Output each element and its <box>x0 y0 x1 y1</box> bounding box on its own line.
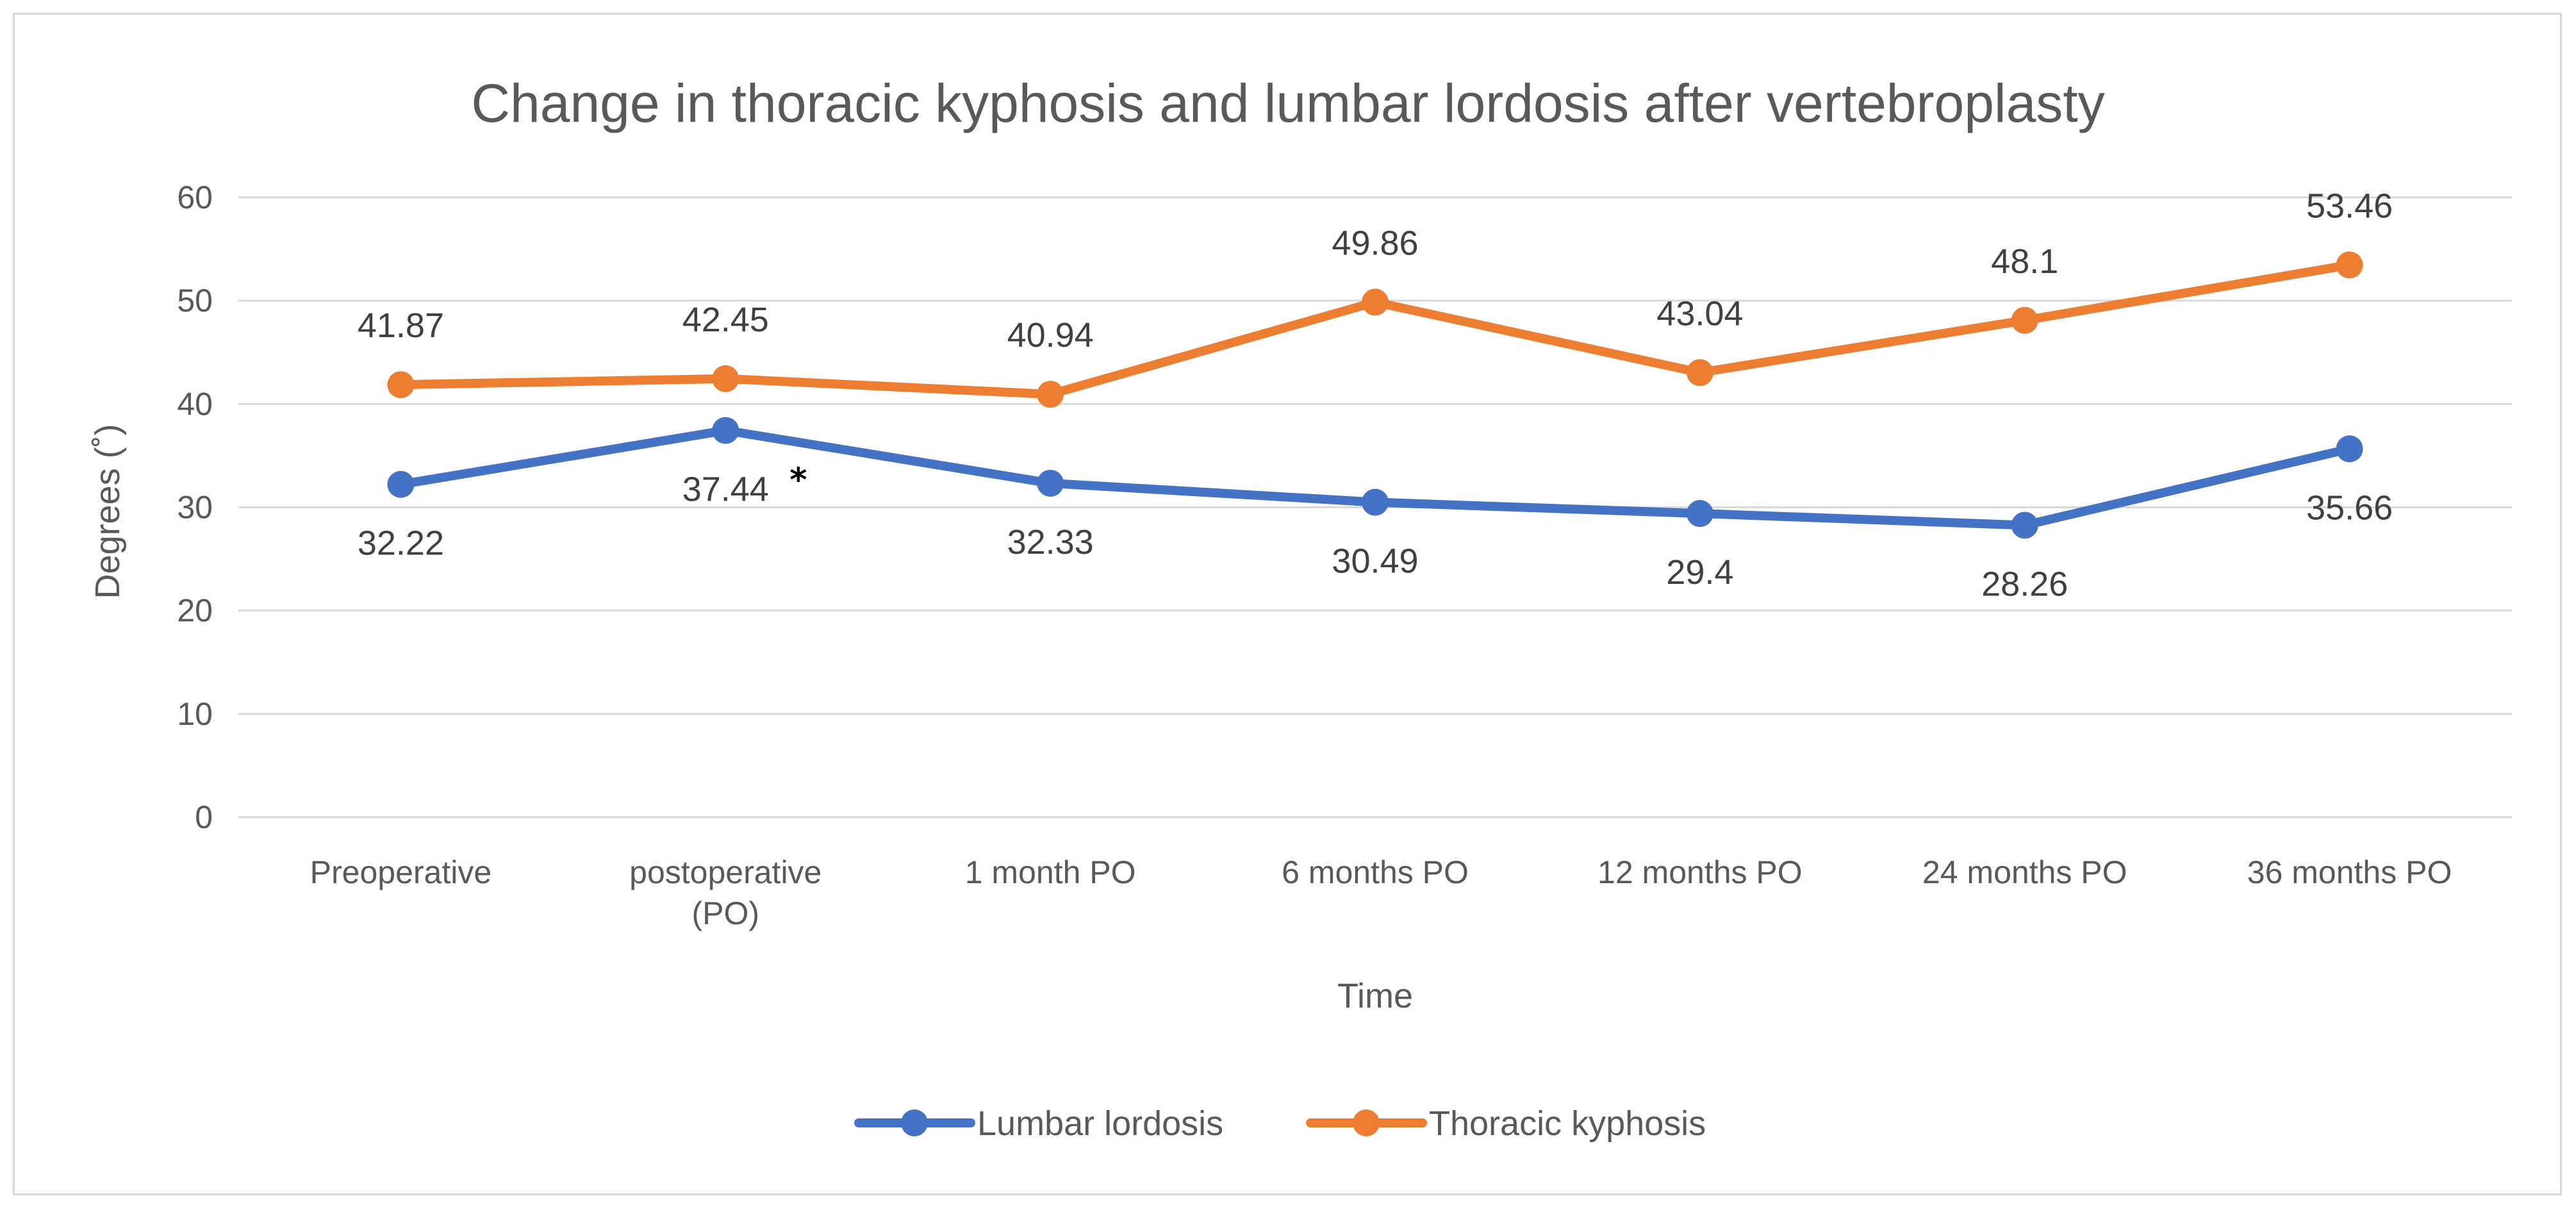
y-tick-label: 50 <box>177 283 213 319</box>
thoracic-kyphosis-point <box>2011 306 2038 334</box>
lumbar-lordosis-data-label: 32.33 <box>1007 523 1094 561</box>
x-tick-label: 24 months PO <box>1922 854 2127 890</box>
thoracic-kyphosis-data-label: 53.46 <box>2306 187 2393 225</box>
x-tick-label: 1 month PO <box>965 854 1136 890</box>
lumbar-lordosis-point <box>712 417 739 444</box>
y-tick-label: 60 <box>177 179 213 215</box>
chart-frame <box>13 13 2562 1195</box>
lumbar-lordosis-data-label: 28.26 <box>1981 565 2068 604</box>
y-tick-label: 0 <box>195 799 213 835</box>
significance-annotation: * <box>789 461 807 500</box>
thoracic-kyphosis-point <box>387 371 415 399</box>
y-axis-title: Degrees (˚) <box>88 424 127 599</box>
thoracic-kyphosis-point <box>1686 359 1713 386</box>
legend-label-thoracic-kyphosis: Thoracic kyphosis <box>1429 1104 1706 1143</box>
legend: Lumbar lordosis Thoracic kyphosis <box>854 1104 1706 1143</box>
lumbar-lordosis-data-label: 29.4 <box>1666 553 1733 592</box>
x-tick-label: 12 months PO <box>1598 854 1803 890</box>
thoracic-kyphosis-data-label: 49.86 <box>1332 224 1418 262</box>
x-tick-label: Preoperative <box>310 854 492 890</box>
lumbar-lordosis-point <box>2336 435 2363 463</box>
thoracic-kyphosis-data-label: 40.94 <box>1007 316 1094 354</box>
lumbar-lordosis-data-label: 35.66 <box>2306 488 2393 527</box>
legend-marker-lumbar-lordosis <box>901 1109 928 1136</box>
thoracic-kyphosis-data-label: 42.45 <box>682 301 769 339</box>
lumbar-lordosis-point <box>1686 500 1713 527</box>
x-tick-label: postoperative (PO) <box>629 854 822 931</box>
x-tick-label: 36 months PO <box>2247 854 2452 890</box>
lumbar-lordosis-data-label: 30.49 <box>1332 542 1418 581</box>
y-tick-label: 20 <box>177 593 213 629</box>
legend-label-lumbar-lordosis: Lumbar lordosis <box>977 1104 1223 1143</box>
lumbar-lordosis-point <box>1362 488 1389 516</box>
y-tick-label: 10 <box>177 696 213 732</box>
y-tick-label: 30 <box>177 490 213 526</box>
lumbar-lordosis-point <box>2011 511 2038 539</box>
thoracic-kyphosis-point <box>1362 288 1389 316</box>
x-tick-label: 6 months PO <box>1282 854 1469 890</box>
thoracic-kyphosis-data-label: 43.04 <box>1656 294 1743 333</box>
data-labels: 32.22 37.44 32.33 30.49 29.4 28.26 35.66 41.87 4… <box>358 187 2393 603</box>
y-axis-ticks: 0 10 20 30 40 50 60 <box>177 179 213 835</box>
x-axis-title: Time <box>1337 977 1413 1015</box>
lumbar-lordosis-data-label: 37.44 <box>682 470 769 509</box>
legend-marker-thoracic-kyphosis <box>1353 1109 1380 1136</box>
x-axis-ticks: Preoperative postoperative (PO) 1 month PO 6… <box>310 854 2452 931</box>
lumbar-lordosis-data-label: 32.22 <box>358 524 444 563</box>
thoracic-kyphosis-point <box>1037 381 1064 408</box>
lumbar-lordosis-point <box>1037 469 1064 497</box>
thoracic-kyphosis-data-label: 48.1 <box>1991 242 2058 281</box>
lumbar-lordosis-point <box>387 470 415 498</box>
series-layer <box>387 251 2363 539</box>
y-tick-label: 40 <box>177 386 213 422</box>
chart-title: Change in thoracic kyphosis and lumbar l… <box>471 73 2104 133</box>
thoracic-kyphosis-point <box>712 365 739 392</box>
thoracic-kyphosis-data-label: 41.87 <box>358 306 444 345</box>
thoracic-kyphosis-point <box>2336 251 2363 279</box>
